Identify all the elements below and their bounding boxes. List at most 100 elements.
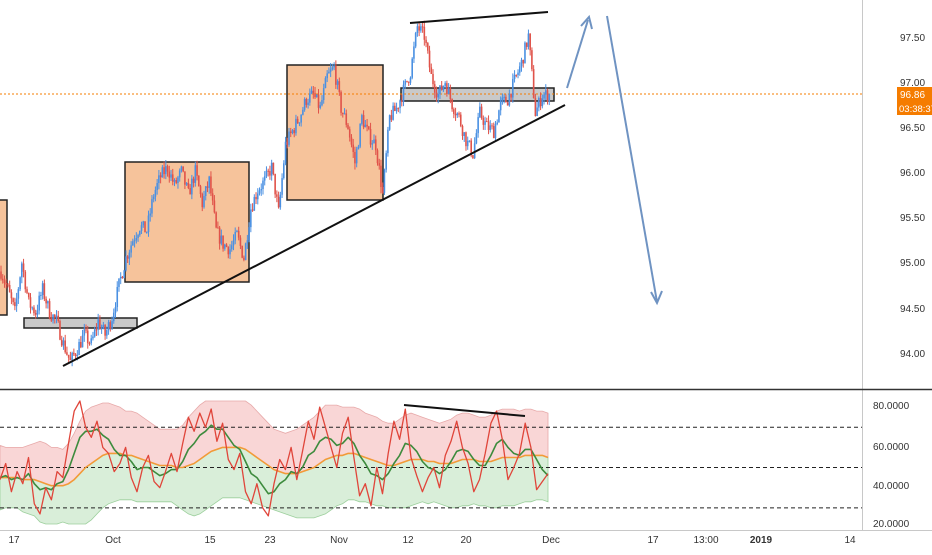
candle-down <box>243 257 245 261</box>
candle-down <box>88 343 91 345</box>
candle-up <box>336 81 339 85</box>
candle-up <box>92 336 94 339</box>
candle-down <box>317 94 320 108</box>
price-tick: 95.50 <box>900 213 925 224</box>
projection-up-arrow[interactable] <box>566 19 589 89</box>
candle-down <box>104 325 106 336</box>
candle-up <box>466 140 469 147</box>
candle-up <box>230 245 233 250</box>
candle-up <box>411 58 413 78</box>
candle-down <box>532 69 535 98</box>
consolidation-zone[interactable] <box>286 64 384 201</box>
candle-up <box>123 270 125 279</box>
candle-down <box>312 90 315 94</box>
candle-up <box>300 114 302 123</box>
candle-down <box>1 278 4 281</box>
candle-down <box>26 289 28 293</box>
candle-up <box>203 196 205 208</box>
candle-up <box>140 225 143 231</box>
candle-up <box>541 98 544 107</box>
candle-down <box>255 196 257 200</box>
candle-down <box>423 26 426 40</box>
candle-down <box>218 227 221 244</box>
candle-up <box>544 90 547 95</box>
candle-up <box>111 321 113 329</box>
candle-up <box>154 190 157 197</box>
candle-up <box>383 169 386 193</box>
candle-down <box>109 322 112 329</box>
candle-up <box>270 162 273 176</box>
candle-up <box>288 131 290 145</box>
time-tick: 17 <box>8 535 20 546</box>
price-tick: 96.00 <box>900 168 925 179</box>
price-candles <box>0 20 551 367</box>
candle-down <box>314 93 316 98</box>
candle-up <box>19 277 21 290</box>
candle-down <box>472 155 474 159</box>
candle-down <box>407 81 410 83</box>
candle-up <box>331 67 334 70</box>
current-price-badge[interactable] <box>897 87 932 101</box>
candle-up <box>246 240 249 244</box>
candle-down <box>534 97 537 117</box>
candle-up <box>548 94 551 102</box>
candle-down <box>57 315 60 322</box>
candle-down <box>458 113 460 115</box>
candle-down <box>286 141 289 145</box>
time-tick: Oct <box>105 535 121 546</box>
candle-down <box>192 178 195 183</box>
candle-up <box>321 100 323 106</box>
divergence-trendline[interactable] <box>403 404 526 417</box>
candle-up <box>324 78 327 89</box>
oscillator-rsi-line <box>0 400 549 517</box>
candle-up <box>258 190 261 194</box>
candle-up <box>177 177 179 184</box>
candle-up <box>248 227 250 241</box>
candle-up <box>496 122 499 125</box>
candle-up <box>178 170 181 178</box>
candle-up <box>116 286 119 308</box>
candle-up <box>232 240 235 246</box>
candle-up <box>224 244 226 249</box>
candle-down <box>239 237 242 246</box>
price-tick: 94.50 <box>900 304 925 315</box>
support-level-box[interactable] <box>23 317 138 329</box>
candle-down <box>0 271 2 279</box>
time-tick: Nov <box>330 535 348 546</box>
price-tick: 94.00 <box>900 349 925 360</box>
candle-up <box>106 330 108 336</box>
candle-down <box>267 170 269 172</box>
candle-up <box>475 133 478 144</box>
candle-down <box>24 271 27 290</box>
candle-up <box>326 73 328 79</box>
candle-up <box>191 178 193 195</box>
candle-down <box>449 88 452 100</box>
candle-down <box>45 298 47 304</box>
projection-down-arrow[interactable] <box>606 15 658 303</box>
candle-up <box>62 340 65 346</box>
candle-up <box>477 117 479 134</box>
top-trendline[interactable] <box>409 11 549 24</box>
time-tick: 13:00 <box>693 535 718 546</box>
candle-down <box>85 329 87 331</box>
candle-up <box>52 314 54 321</box>
candle-down <box>505 96 507 103</box>
candle-down <box>506 102 509 106</box>
candle-down <box>269 171 271 176</box>
candle-down <box>43 283 46 299</box>
candle-down <box>341 112 344 114</box>
candle-up <box>38 295 40 311</box>
candle-up <box>456 113 459 116</box>
candle-up <box>404 80 407 85</box>
consolidation-zone[interactable] <box>0 199 8 316</box>
candle-down <box>378 163 381 166</box>
candle-up <box>260 189 263 191</box>
candle-up <box>284 141 287 164</box>
candle-up <box>256 193 259 200</box>
candle-up <box>130 245 132 253</box>
candle-down <box>433 84 436 93</box>
candle-up <box>518 66 521 73</box>
ascending-trendline[interactable] <box>62 104 566 367</box>
